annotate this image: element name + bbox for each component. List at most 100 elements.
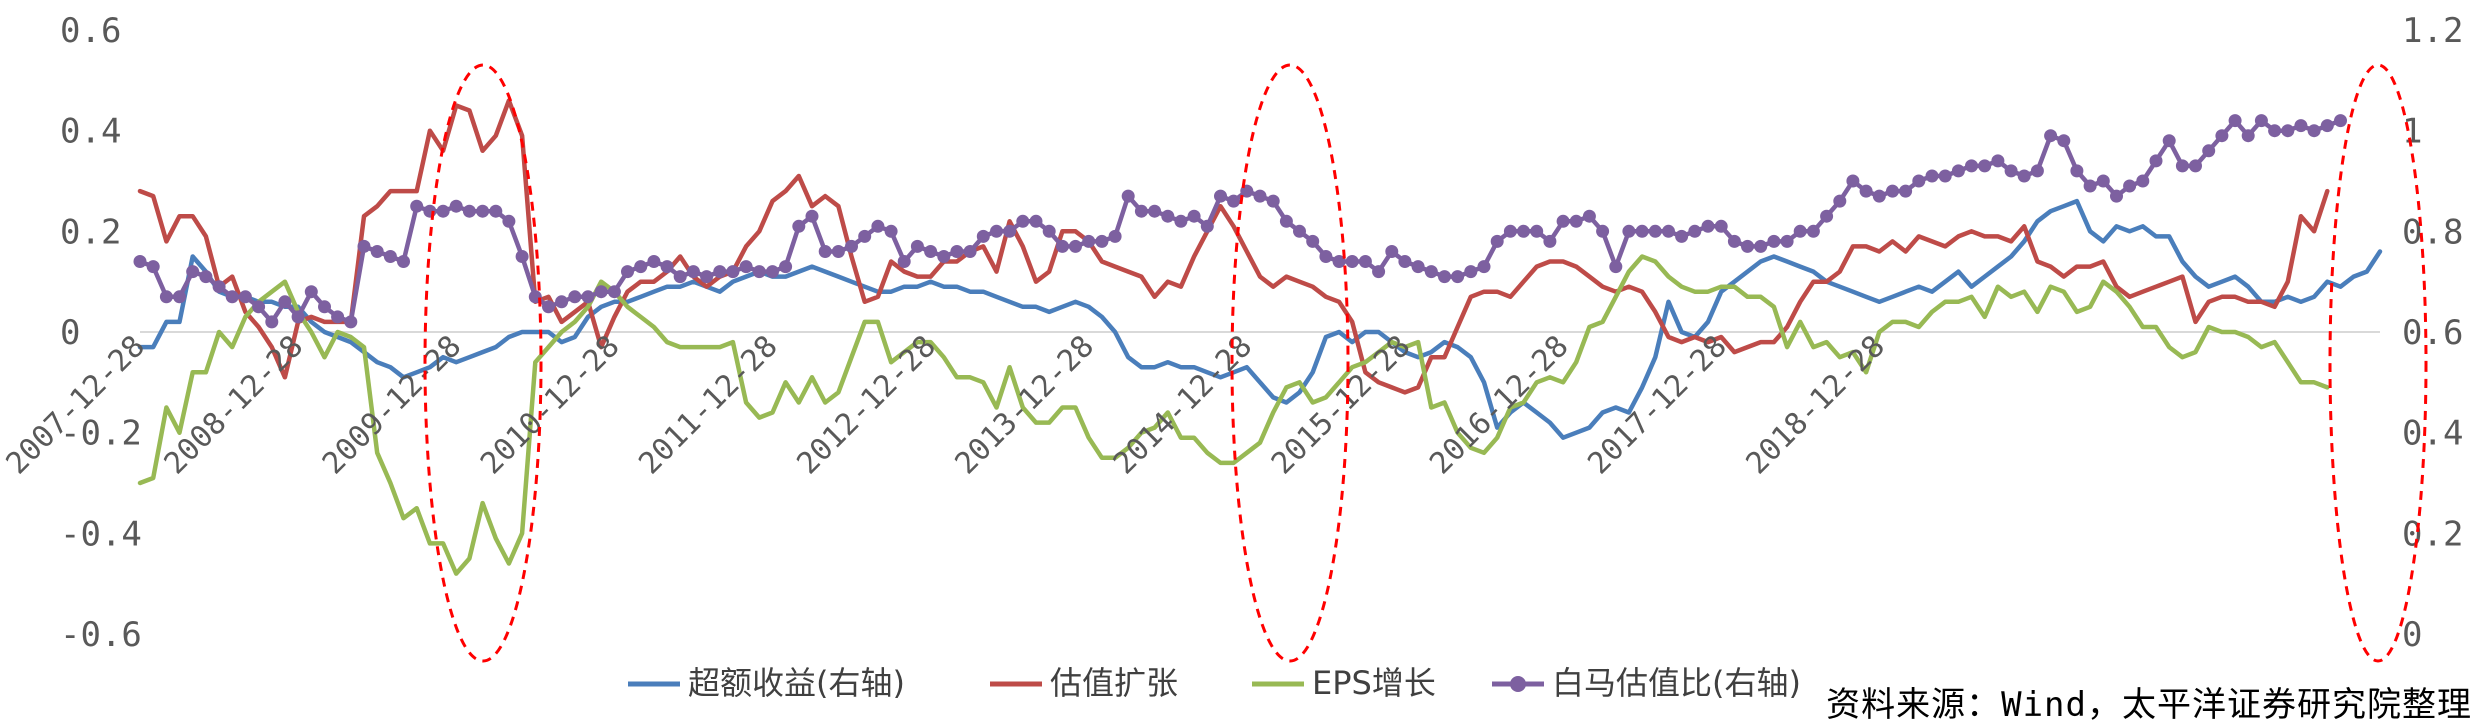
legend: 超额收益(右轴) 估值扩张 EPS增长 白马估值比(右轴): [628, 664, 1801, 702]
series-point: [555, 295, 569, 309]
left-tick-label: -0.2: [60, 414, 142, 454]
series-point: [607, 285, 621, 299]
series-point: [1424, 265, 1438, 279]
series-point: [2241, 129, 2255, 143]
series-point: [1951, 164, 1965, 178]
series-point: [2202, 144, 2216, 158]
series-point: [2070, 164, 2084, 178]
series-point: [2017, 169, 2031, 183]
series-point: [897, 255, 911, 268]
series-point: [594, 285, 608, 299]
series-point: [1899, 184, 1913, 198]
series-point: [1055, 239, 1069, 253]
series-point: [1148, 204, 1162, 218]
series-point: [331, 310, 345, 324]
series-point: [2307, 124, 2321, 138]
series-point: [1279, 214, 1293, 228]
series-point: [673, 270, 687, 284]
legend-label: 白马估值比(右轴): [1552, 664, 1801, 702]
series-point: [1082, 234, 1096, 248]
series-line-2: [137, 254, 2330, 576]
series-point: [1872, 189, 1886, 203]
series-point: [1965, 159, 1978, 173]
series-point: [1398, 255, 1412, 268]
series-point: [370, 245, 384, 258]
series-point: [1648, 224, 1662, 238]
series-point: [1003, 224, 1017, 238]
series-point: [2215, 129, 2229, 143]
series-point: [542, 300, 555, 314]
series-point: [291, 310, 305, 324]
series-point: [1609, 260, 1623, 274]
series-point: [1688, 224, 1702, 238]
series-point: [792, 219, 806, 233]
series-point: [726, 265, 740, 279]
series-point: [278, 295, 292, 309]
series-point: [1332, 255, 1346, 268]
series-point: [739, 260, 753, 274]
series-point: [660, 260, 674, 274]
series-point: [884, 224, 898, 238]
left-tick-label: 0.2: [60, 212, 121, 252]
right-tick-label: 0.8: [2402, 212, 2463, 252]
series-point: [1016, 214, 1030, 228]
series-point: [2175, 159, 2189, 173]
legend-label: EPS增长: [1312, 664, 1436, 702]
series-point: [462, 204, 476, 218]
series-layer: [133, 98, 2383, 576]
series-point: [752, 265, 766, 279]
series-point: [1596, 224, 1610, 238]
series-point: [1622, 224, 1636, 238]
series-point: [1754, 239, 1768, 253]
series-point: [2123, 179, 2137, 193]
series-point: [713, 265, 727, 279]
series-point: [1293, 224, 1306, 238]
series-point: [871, 219, 885, 233]
series-point: [2096, 174, 2110, 188]
series-point: [1266, 194, 1280, 208]
series-point: [1253, 189, 1267, 203]
right-tick-label: 1.2: [2402, 11, 2463, 51]
series-point: [1767, 234, 1781, 248]
series-point: [845, 239, 858, 253]
series-point: [2334, 114, 2347, 128]
series-point: [779, 260, 793, 274]
series-point: [304, 285, 318, 299]
series-point: [1464, 265, 1478, 279]
series-point: [1187, 209, 1201, 223]
x-tick-label: 2009-12-28: [316, 329, 468, 481]
series-point: [950, 245, 964, 258]
series-point: [2320, 119, 2334, 133]
series-point: [1727, 234, 1741, 248]
series-point: [1477, 260, 1491, 274]
series-point: [1662, 224, 1675, 238]
series-point: [397, 255, 410, 268]
series-point: [1833, 194, 1847, 208]
series-point: [383, 250, 397, 263]
series-point: [976, 229, 990, 243]
left-tick-label: 0.6: [60, 11, 121, 51]
left-tick-label: -0.4: [60, 514, 142, 554]
series-point: [647, 255, 661, 268]
series-point: [1385, 245, 1399, 258]
series-point: [1530, 224, 1544, 238]
series-point: [1991, 154, 2005, 168]
series-point: [1227, 194, 1241, 208]
x-axis-ticks: 2007-12-28 2008-12-28 2009-12-28 2010-12-28…: [0, 329, 1892, 481]
legend-label: 估值扩张: [1050, 664, 1178, 702]
series-point: [252, 300, 266, 314]
series-line-3: [137, 118, 2343, 325]
series-point: [1161, 209, 1175, 223]
series-point: [1095, 234, 1109, 248]
series-point: [1714, 219, 1728, 233]
series-point: [858, 229, 872, 243]
right-axis-ticks: 1.2 1 0.8 0.6 0.4 0.2 0: [2402, 11, 2463, 655]
highlight-ellipse: [423, 63, 543, 663]
highlight-ellipse: [1230, 63, 1350, 663]
x-tick-label: 2010-12-28: [474, 329, 626, 481]
series-point: [265, 315, 279, 329]
series-point: [2004, 164, 2018, 178]
series-point: [1517, 224, 1530, 238]
series-point: [1793, 224, 1807, 238]
x-tick-label: 2012-12-28: [790, 329, 942, 481]
